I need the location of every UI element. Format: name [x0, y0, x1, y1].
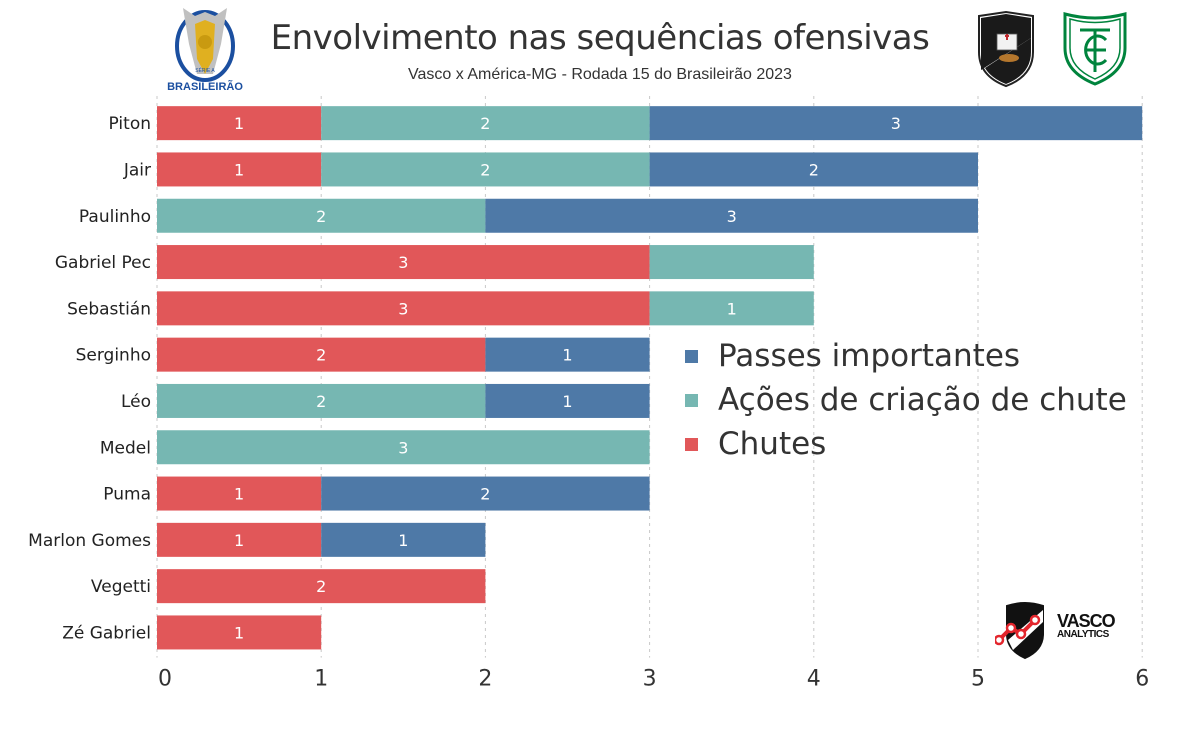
bar-segment-passes	[649, 152, 978, 187]
data-label: 1	[727, 299, 737, 318]
bar-segment-chutes	[157, 569, 486, 604]
bar-segment-passes	[485, 337, 650, 372]
legend-label: Chutes	[718, 426, 827, 462]
bar-segment-passes	[485, 198, 978, 233]
data-label: 3	[398, 299, 408, 318]
legend-swatch-passes	[685, 349, 698, 363]
data-label: 2	[316, 346, 326, 365]
grid-lines	[156, 96, 1143, 658]
vasco-crest	[973, 8, 1039, 88]
bars: 1 2 3 1 2 2 2 3 3 3 1 2 1 2 1 3 1 2 1 1 2 1	[157, 106, 1143, 650]
chart-subtitle: Vasco x América-MG - Rodada 15 do Brasil…	[408, 66, 792, 83]
y-tick-label: Piton	[109, 114, 151, 134]
legend-swatch-acoes	[685, 393, 698, 407]
legend: Passes importantes Ações de criação de c…	[685, 334, 1127, 466]
bar-segment-acoes	[157, 383, 486, 418]
legend-item-acoes: Ações de criação de chute	[685, 378, 1127, 422]
y-tick-label: Zé Gabriel	[62, 623, 151, 643]
bar-segment-acoes	[321, 152, 650, 187]
chart-title: Envolvimento nas sequências ofensivas	[270, 18, 930, 58]
bar-segment-chutes	[157, 337, 486, 372]
legend-item-chutes: Chutes	[685, 422, 1127, 466]
data-label: 1	[398, 531, 408, 550]
bar-segment-chutes	[157, 476, 322, 511]
bar-segment-chutes	[157, 615, 322, 650]
bar-segment-chutes	[157, 522, 322, 557]
bar-segment-passes	[321, 522, 486, 557]
vasco-analytics-logo: VASCO ANALYTICS	[995, 600, 1120, 660]
x-tick-label: 5	[971, 667, 985, 692]
analytics-shield-icon	[995, 602, 1044, 660]
x-tick-label: 0	[158, 667, 172, 692]
x-tick-label: 4	[807, 667, 821, 692]
y-tick-label: Medel	[100, 438, 151, 458]
bar-segment-acoes	[649, 245, 814, 280]
data-label: 1	[234, 114, 244, 133]
legend-item-passes: Passes importantes	[685, 334, 1127, 378]
bar-segment-passes	[649, 106, 1143, 141]
trophy-icon: SÉRIE A BRASILEIRÃO	[167, 8, 243, 93]
legend-swatch-chutes	[685, 437, 698, 451]
data-label: 2	[316, 392, 326, 411]
y-tick-label: Serginho	[76, 346, 151, 366]
x-tick-label: 3	[643, 667, 657, 692]
data-label: 2	[316, 207, 326, 226]
bar-segment-chutes	[157, 245, 650, 280]
brasileirao-logo: SÉRIE A BRASILEIRÃO	[165, 4, 245, 94]
y-tick-label: Jair	[123, 160, 151, 180]
data-label: 2	[480, 485, 490, 504]
league-series-text: SÉRIE A	[195, 67, 215, 74]
y-tick-label: Gabriel Pec	[55, 253, 151, 273]
data-label: 2	[316, 577, 326, 596]
y-tick-label: Vegetti	[91, 577, 151, 597]
data-label: 3	[398, 253, 408, 272]
data-label: 3	[727, 207, 737, 226]
x-tick-label: 2	[478, 667, 492, 692]
data-label: 1	[562, 346, 572, 365]
data-label: 3	[398, 438, 408, 457]
data-label: 3	[891, 114, 901, 133]
y-axis-labels: Piton Jair Paulinho Gabriel Pec Sebastián Ser…	[28, 114, 151, 643]
bar-segment-acoes	[157, 198, 486, 233]
bar-segment-acoes	[649, 291, 814, 326]
america-mg-crest	[1060, 8, 1130, 88]
bar-segment-chutes	[157, 152, 322, 187]
x-tick-label: 6	[1135, 667, 1149, 692]
y-tick-label: Sebastián	[67, 299, 151, 319]
y-tick-label: Marlon Gomes	[28, 531, 151, 551]
data-label: 1	[562, 392, 572, 411]
data-label: 2	[480, 114, 490, 133]
data-label: 1	[234, 485, 244, 504]
vasco-shield-icon	[978, 10, 1034, 88]
x-tick-label: 1	[314, 667, 328, 692]
y-tick-label: Léo	[121, 392, 151, 412]
bar-segment-passes	[485, 383, 650, 418]
bar-segment-acoes	[157, 430, 650, 465]
data-label: 2	[809, 160, 819, 179]
data-label: 2	[480, 160, 490, 179]
bar-segment-chutes	[157, 291, 650, 326]
bar-segment-acoes	[321, 106, 650, 141]
league-name-text: BRASILEIRÃO	[167, 80, 243, 93]
legend-label: Ações de criação de chute	[718, 382, 1127, 418]
legend-label: Passes importantes	[718, 338, 1021, 374]
data-label: 1	[234, 160, 244, 179]
brand-subname: ANALYTICS	[1057, 629, 1109, 640]
x-axis-labels: 0 1 2 3 4 5 6	[158, 667, 1149, 692]
data-label: 1	[234, 623, 244, 642]
bar-segment-passes	[321, 476, 650, 511]
brand-name: VASCO	[1057, 611, 1116, 631]
y-tick-label: Paulinho	[79, 207, 151, 227]
bar-segment-chutes	[157, 106, 322, 141]
y-tick-label: Puma	[103, 485, 151, 505]
america-shield-icon	[1063, 12, 1127, 86]
data-label: 1	[234, 531, 244, 550]
